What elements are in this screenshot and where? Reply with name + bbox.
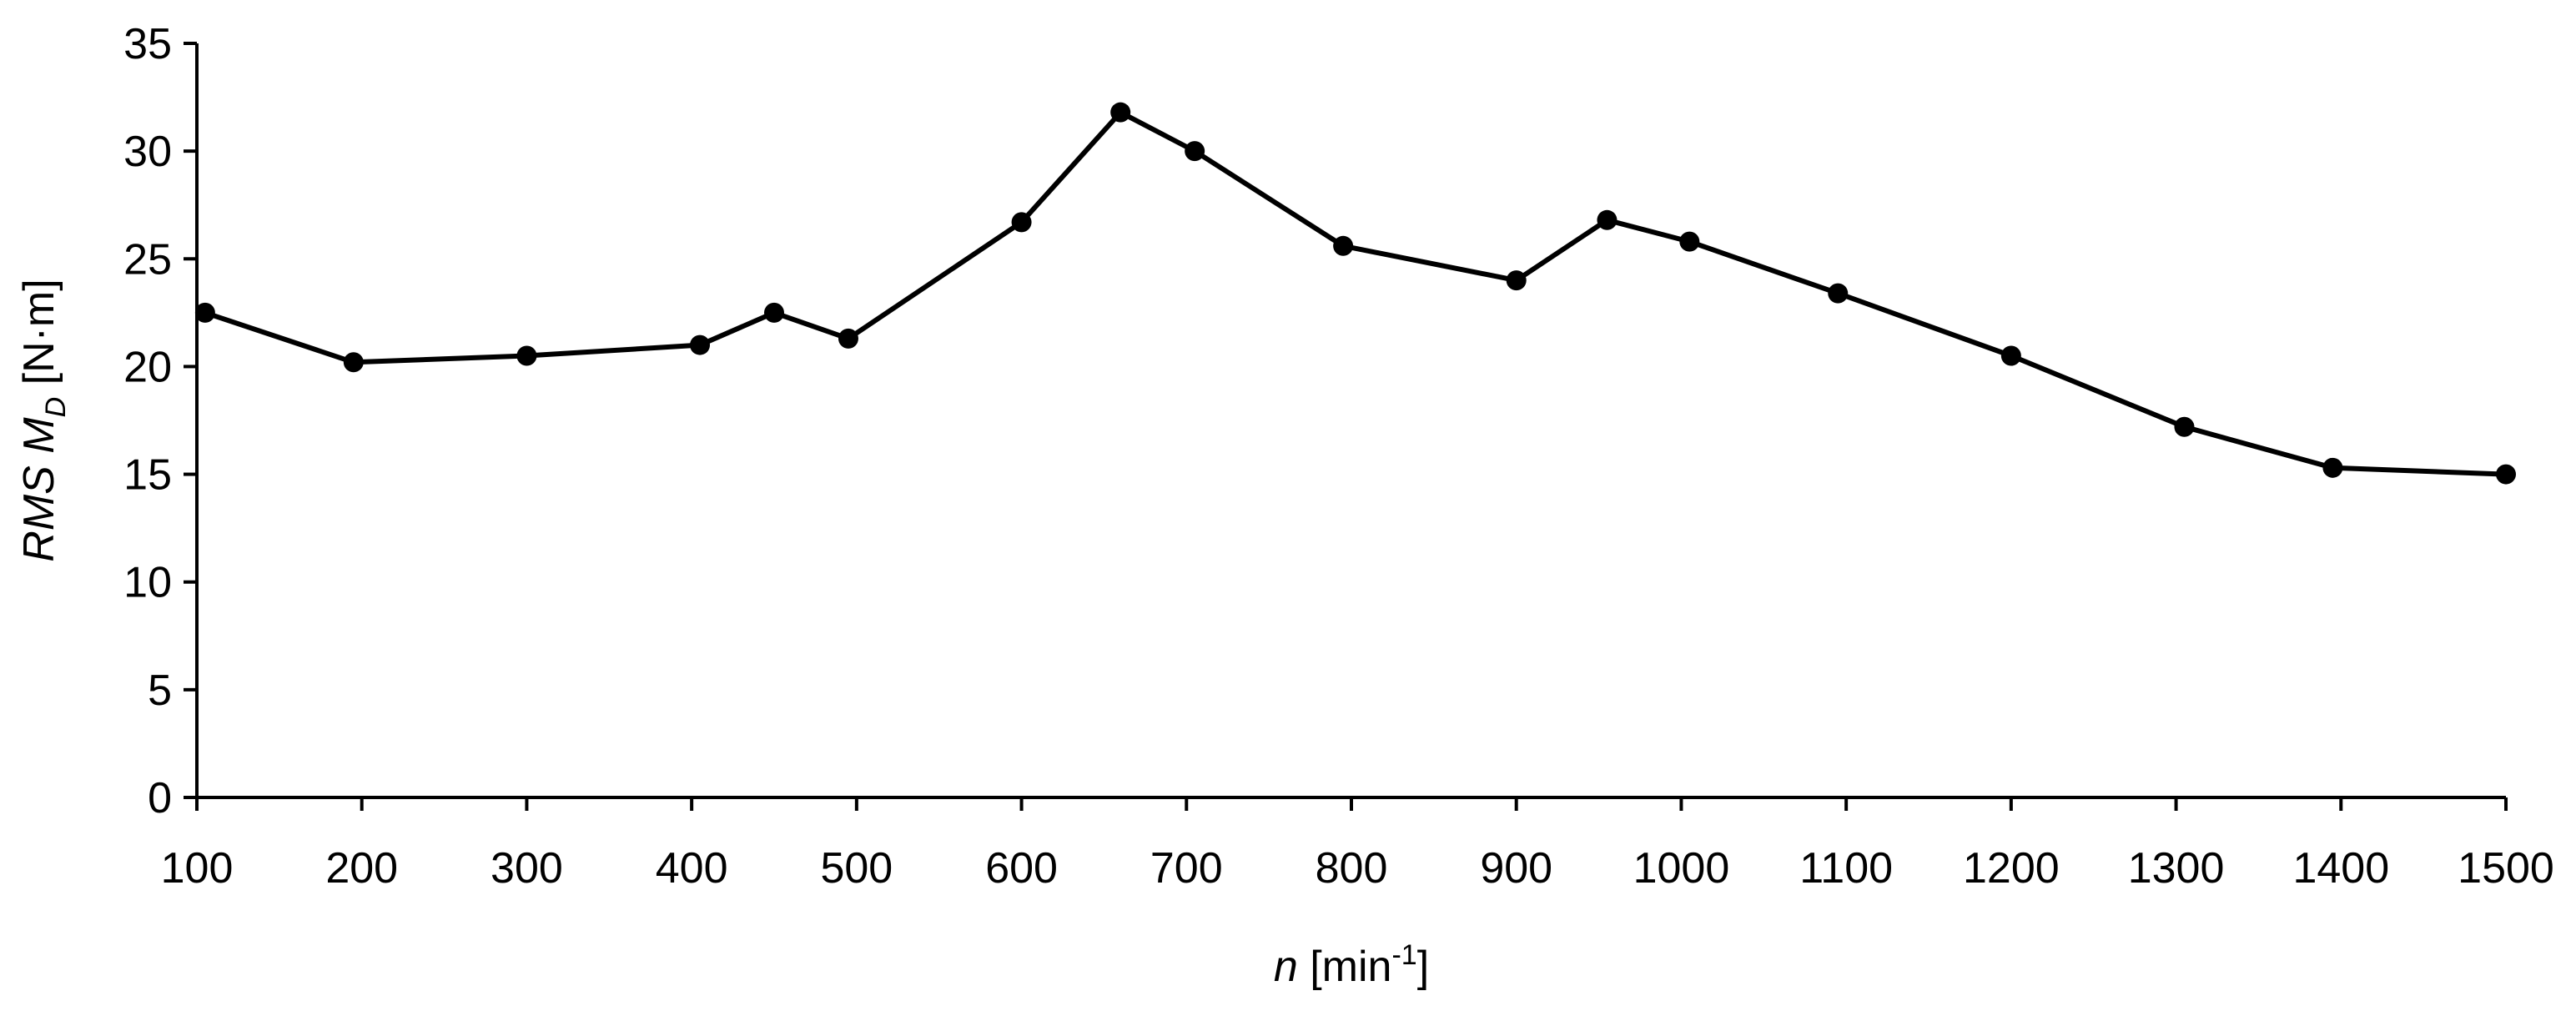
y-axis-title: RMS MD [N·m] bbox=[15, 279, 72, 561]
x-tick-label: 1200 bbox=[1963, 844, 2060, 893]
series-line bbox=[204, 109, 2507, 477]
x-axis-title: n [min-1] bbox=[1274, 939, 1429, 991]
y-tick-label: 35 bbox=[123, 20, 172, 68]
data-point bbox=[1011, 212, 1032, 233]
data-point bbox=[690, 334, 711, 355]
data-point bbox=[1185, 141, 1205, 162]
x-axis-variable: n bbox=[1274, 943, 1298, 991]
data-point bbox=[343, 352, 364, 373]
x-tick-label: 900 bbox=[1480, 844, 1552, 893]
y-ticks: 0 5 10 15 20 25 30 35 bbox=[123, 20, 197, 822]
y-axis-variable: RMS M bbox=[15, 417, 63, 562]
y-axis-subscript: D bbox=[40, 397, 72, 418]
series-group bbox=[194, 102, 2516, 485]
data-point bbox=[1597, 209, 1618, 230]
x-tick-label: 1500 bbox=[2458, 844, 2554, 893]
data-point bbox=[1506, 270, 1527, 291]
x-tick-label: 600 bbox=[985, 844, 1058, 893]
x-tick-label: 200 bbox=[325, 844, 398, 893]
x-tick-label: 100 bbox=[161, 844, 234, 893]
data-point bbox=[194, 302, 215, 323]
x-tick-label: 700 bbox=[1150, 844, 1223, 893]
x-tick-label: 300 bbox=[491, 844, 563, 893]
y-tick-label: 25 bbox=[123, 235, 172, 284]
y-tick-label: 30 bbox=[123, 128, 172, 176]
data-point bbox=[2000, 345, 2021, 366]
x-tick-label: 1100 bbox=[1799, 844, 1893, 893]
y-tick-label: 15 bbox=[123, 451, 172, 500]
x-tick-label: 500 bbox=[820, 844, 893, 893]
x-tick-label: 1300 bbox=[2128, 844, 2225, 893]
x-ticks: 100 200 300 400 500 600 700 800 900 1000 1100 1200 1… bbox=[161, 797, 2554, 893]
y-tick-label: 20 bbox=[123, 343, 172, 391]
data-point bbox=[764, 302, 784, 323]
y-tick-label: 5 bbox=[148, 666, 172, 715]
data-point bbox=[516, 345, 537, 366]
x-tick-label: 800 bbox=[1316, 844, 1388, 893]
data-point bbox=[1333, 235, 1354, 256]
x-axis-unit-close: ] bbox=[1417, 943, 1429, 991]
data-point bbox=[1110, 102, 1131, 123]
data-point bbox=[2174, 416, 2195, 437]
x-tick-label: 400 bbox=[656, 844, 728, 893]
x-tick-label: 1000 bbox=[1633, 844, 1730, 893]
x-axis-unit-open: [min bbox=[1298, 943, 1392, 991]
y-axis-unit: [N·m] bbox=[15, 279, 63, 397]
y-tick-label: 10 bbox=[123, 559, 172, 607]
x-axis-unit-sup: -1 bbox=[1391, 939, 1416, 971]
x-tick-label: 1400 bbox=[2292, 844, 2389, 893]
data-point bbox=[2496, 464, 2516, 485]
data-point bbox=[1828, 283, 1849, 304]
data-point bbox=[1679, 231, 1700, 252]
y-tick-label: 0 bbox=[148, 774, 172, 822]
axes bbox=[195, 43, 2506, 799]
data-point bbox=[2322, 457, 2343, 478]
data-point bbox=[838, 328, 858, 349]
